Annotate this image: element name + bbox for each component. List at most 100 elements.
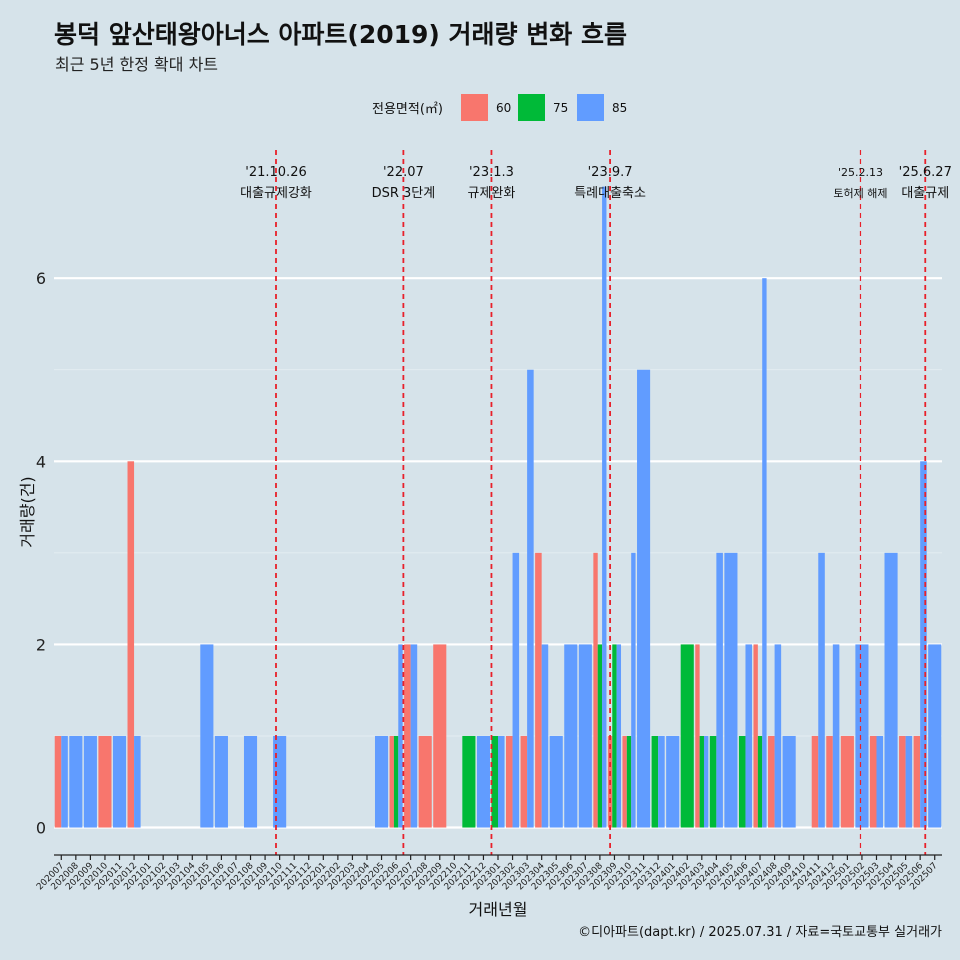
bar-85-202406 — [745, 644, 753, 828]
legend: 60 75 85 — [461, 94, 627, 121]
bar-60-202403 — [695, 644, 700, 828]
x-axis-label: 거래년월 — [469, 900, 528, 919]
y-tick-label: 2 — [36, 635, 46, 654]
bar-75-202206 — [393, 735, 399, 828]
bar-85-202312 — [658, 735, 665, 828]
bar-60-202501 — [840, 735, 854, 828]
bar-60-202206 — [389, 735, 394, 828]
bar-85-202408 — [774, 644, 782, 828]
y-tick-label: 6 — [36, 269, 46, 288]
bar-85-202212 — [476, 735, 490, 828]
legend-label: 60 — [496, 101, 511, 115]
bar-60-202303 — [520, 735, 528, 828]
bar-85-202310 — [631, 552, 636, 828]
bar-60-202302 — [506, 735, 513, 828]
x-axis: 2020072020082020092020102020112020122021… — [35, 854, 942, 892]
event-date-label: '25.6.27 — [899, 165, 952, 180]
bar-85-202503 — [876, 735, 884, 828]
bar-85-202502 — [855, 644, 869, 828]
bar-85-202311 — [637, 369, 651, 828]
bar-75-202310 — [626, 735, 632, 828]
bar-75-202406 — [738, 735, 746, 828]
bar-85-202302 — [512, 552, 520, 828]
event-label: 대출규제 — [901, 186, 949, 201]
y-tick-label: 0 — [36, 819, 46, 838]
event-label: 특례대출축소 — [574, 186, 646, 201]
bar-85-202309 — [616, 644, 622, 828]
bar-75-202402 — [680, 644, 694, 828]
bar-85-202207 — [410, 644, 418, 828]
bar-75-202312 — [651, 735, 659, 828]
event-date-label: '23.1.3 — [469, 165, 514, 180]
bar-85-202411 — [818, 552, 825, 828]
bar-75-202308 — [597, 644, 603, 828]
bar-60-202407 — [753, 644, 758, 828]
bar-75-202301 — [491, 735, 498, 828]
legend-swatch-60 — [461, 94, 488, 121]
event-date-label: '22.07 — [383, 165, 424, 180]
bar-60-202310 — [622, 735, 627, 828]
bar-85-202106 — [214, 735, 228, 828]
bar-85-202412 — [832, 644, 840, 828]
bars — [54, 186, 942, 828]
bar-60-202304 — [535, 552, 542, 828]
event-date-label: '21.10.26 — [245, 165, 306, 180]
legend-title: 전용면적(㎡) — [372, 102, 443, 117]
bar-85-202505 — [905, 735, 913, 828]
bar-85-202108 — [243, 735, 258, 828]
bar-85-202404 — [716, 552, 723, 828]
legend-swatch-75 — [518, 94, 545, 121]
event-label: DSR 3단계 — [372, 186, 436, 201]
bar-60-202208 — [418, 735, 432, 828]
bar-85-202301 — [498, 735, 505, 828]
event-label: 토허제 해제 — [833, 186, 887, 200]
bar-85-202012 — [134, 735, 141, 828]
bar-85-202306 — [564, 644, 578, 828]
bar-85-202405 — [724, 552, 738, 828]
bar-85-202407 — [762, 278, 767, 828]
y-axis: 0 2 4 6 — [36, 269, 46, 837]
legend-swatch-85 — [577, 94, 604, 121]
bar-85-202403 — [703, 735, 709, 828]
bar-60-202411 — [811, 735, 819, 828]
bar-85-202308 — [602, 186, 607, 828]
y-tick-label: 4 — [36, 452, 46, 471]
event-label: 규제완화 — [468, 186, 516, 201]
bar-60-202412 — [826, 735, 833, 828]
bar-85-202409 — [782, 735, 796, 828]
chart-subtitle: 최근 5년 한정 확대 차트 — [55, 55, 218, 74]
bar-85-202303 — [527, 369, 534, 828]
event-date-label: '25.2.13 — [838, 166, 883, 179]
bar-85-202304 — [541, 644, 549, 828]
bar-60-202503 — [869, 735, 877, 828]
bar-60-202007 — [54, 735, 62, 828]
bar-60-202506 — [913, 735, 921, 828]
bar-60-202012 — [127, 461, 135, 828]
bar-60-202505 — [899, 735, 906, 828]
legend-label: 75 — [553, 101, 568, 115]
bar-85-202105 — [200, 644, 214, 828]
legend-label: 85 — [612, 101, 627, 115]
bar-75-202407 — [757, 735, 763, 828]
bar-85-202009 — [83, 735, 97, 828]
caption: ©디아파트(dapt.kr) / 2025.07.31 / 자료=국토교통부 실… — [578, 925, 942, 940]
bar-85-202401 — [666, 735, 680, 828]
bar-85-202206 — [398, 644, 403, 828]
bar-75-202211 — [462, 735, 476, 828]
bar-85-202506 — [920, 461, 927, 828]
event-markers: '21.10.26 대출규제강화 '22.07 DSR 3단계 '23.1.3 규제완화 '… — [240, 150, 952, 855]
bar-60-202207 — [404, 644, 411, 828]
event-date-label: '23.9.7 — [588, 165, 633, 180]
bar-75-202403 — [699, 735, 704, 828]
bar-75-202309 — [612, 644, 617, 828]
event-label: 대출규제강화 — [240, 186, 312, 201]
bar-85-202305 — [549, 735, 563, 828]
chart-title: 봉덕 앞산태왕아너스 아파트(2019) 거래량 변화 흐름 — [54, 20, 627, 49]
bar-75-202404 — [709, 735, 717, 828]
bar-85-202504 — [884, 552, 898, 828]
bar-60-202408 — [768, 735, 775, 828]
bar-85-202007 — [61, 735, 68, 828]
y-axis-label: 거래량(건) — [18, 476, 37, 547]
